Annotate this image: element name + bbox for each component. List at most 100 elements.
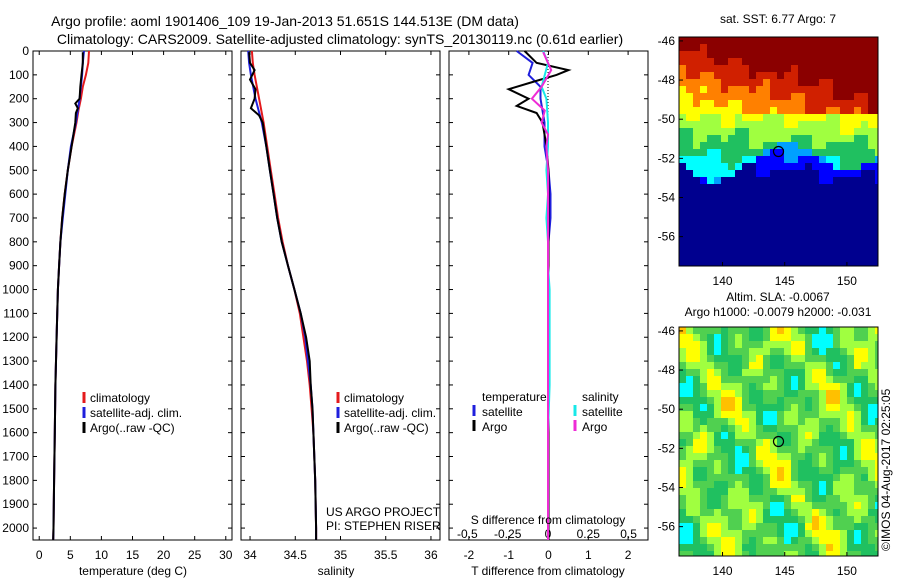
salinity-ticks: 34 34.5 35 35.5 36 bbox=[241, 50, 440, 562]
sst-map-cell bbox=[693, 191, 701, 199]
sst-map-cell bbox=[714, 198, 722, 206]
sst-map-cell bbox=[756, 37, 764, 45]
sst-map-cell bbox=[714, 170, 722, 178]
sst-map-cell bbox=[826, 226, 834, 234]
sst-map-cell bbox=[707, 177, 715, 185]
sla-map-cell bbox=[840, 327, 848, 335]
sla-map-cell bbox=[784, 390, 792, 398]
sla-map-cell bbox=[868, 341, 876, 349]
sla-map-cell bbox=[791, 481, 799, 489]
sla-map-cell bbox=[763, 488, 771, 496]
sla-map-cell bbox=[735, 411, 743, 419]
credit-pi: PI: STEPHEN RISER bbox=[326, 519, 441, 533]
sla-map-cell bbox=[756, 516, 764, 524]
series-line-argo-raw-qc- bbox=[248, 52, 318, 540]
sla-map-cell bbox=[742, 425, 750, 433]
sla-map-cell bbox=[756, 544, 764, 552]
x-tick-label: -2 bbox=[464, 548, 475, 562]
sst-map-cell bbox=[756, 79, 764, 87]
sst-map-cell bbox=[791, 198, 799, 206]
x-tick-label: 5 bbox=[67, 548, 74, 562]
sst-map-cell bbox=[861, 121, 869, 129]
sla-map-cell bbox=[728, 376, 736, 384]
sla-map-cell bbox=[679, 383, 687, 391]
sst-map-cell bbox=[805, 149, 813, 157]
sst-map-cell bbox=[868, 240, 876, 248]
sla-map-cell bbox=[749, 495, 757, 503]
sla-map-cell bbox=[805, 495, 813, 503]
sla-map-cell bbox=[707, 411, 715, 419]
sla-map-cell bbox=[714, 341, 722, 349]
sla-map-cell bbox=[693, 348, 701, 356]
sla-map-cell bbox=[707, 460, 715, 468]
sla-map-cell bbox=[777, 509, 785, 517]
sst-map-cell bbox=[700, 170, 708, 178]
sla-map-cell bbox=[735, 453, 743, 461]
sla-map-cell bbox=[868, 502, 876, 510]
sst-map-cell bbox=[847, 163, 855, 171]
sst-map-cell bbox=[721, 51, 729, 59]
sla-map-cell bbox=[700, 390, 708, 398]
sla-map-cell bbox=[693, 544, 701, 552]
sst-map-cell bbox=[728, 128, 736, 136]
sst-map-cell bbox=[686, 128, 694, 136]
sla-map-cell bbox=[868, 397, 876, 405]
sla-map-cell bbox=[777, 383, 785, 391]
sst-map-cell bbox=[679, 191, 687, 199]
sst-map-cell bbox=[763, 254, 771, 262]
sst-map-cell bbox=[721, 93, 729, 101]
depth-tick-label: 1400 bbox=[2, 378, 29, 392]
sla-map-cell bbox=[707, 425, 715, 433]
sla-map-cell bbox=[742, 530, 750, 538]
sst-map-cell bbox=[707, 163, 715, 171]
sla-map-cell bbox=[784, 362, 792, 370]
sla-map-cell bbox=[826, 516, 834, 524]
sla-map-cell bbox=[854, 467, 862, 475]
sla-map-cell bbox=[833, 453, 841, 461]
sst-map-cell bbox=[784, 65, 792, 73]
sla-map-cell bbox=[798, 369, 806, 377]
sla-map-cell bbox=[742, 544, 750, 552]
sla-map-cell bbox=[749, 425, 757, 433]
sla-map-cell bbox=[693, 509, 701, 517]
sst-map-cell bbox=[875, 212, 878, 220]
sla-map-cell bbox=[686, 390, 694, 398]
sst-map-cell bbox=[861, 240, 869, 248]
sst-map-cell bbox=[686, 205, 694, 213]
sst-map-cell bbox=[826, 212, 834, 220]
sla-map-cell bbox=[770, 530, 778, 538]
sst-map-cell bbox=[714, 72, 722, 80]
sst-map-cell bbox=[770, 93, 778, 101]
sla-map-cell bbox=[700, 425, 708, 433]
sla-map-cell bbox=[735, 502, 743, 510]
sst-map-cell bbox=[805, 107, 813, 115]
sla-map-cell bbox=[777, 369, 785, 377]
sla-map-cell bbox=[749, 509, 757, 517]
sla-map-cell bbox=[693, 383, 701, 391]
sla-map-cell bbox=[798, 544, 806, 552]
sla-map-cell bbox=[707, 530, 715, 538]
sst-map-cell bbox=[700, 65, 708, 73]
sst-map-cell bbox=[868, 177, 876, 185]
sla-map-cell bbox=[742, 390, 750, 398]
sla-map-cell bbox=[819, 460, 827, 468]
sst-map-cell bbox=[826, 93, 834, 101]
sst-map-cell bbox=[861, 44, 869, 52]
sla-map-cell bbox=[854, 369, 862, 377]
sst-map-cell bbox=[833, 121, 841, 129]
sst-map-cell bbox=[798, 261, 806, 266]
sla-map-cell bbox=[833, 439, 841, 447]
sst-map-cell bbox=[686, 107, 694, 115]
sla-map-cell bbox=[777, 439, 785, 447]
sst-map-cell bbox=[700, 240, 708, 248]
sla-map-cell bbox=[686, 383, 694, 391]
sst-map-cell bbox=[868, 226, 876, 234]
sla-map-cell bbox=[742, 488, 750, 496]
sla-map-cell bbox=[875, 411, 878, 419]
sla-map-cell bbox=[854, 495, 862, 503]
sst-map-cell bbox=[728, 226, 736, 234]
sst-map-cell bbox=[728, 149, 736, 157]
sla-map-cell bbox=[714, 488, 722, 496]
sla-map-cell bbox=[784, 376, 792, 384]
sst-map-cell bbox=[735, 107, 743, 115]
